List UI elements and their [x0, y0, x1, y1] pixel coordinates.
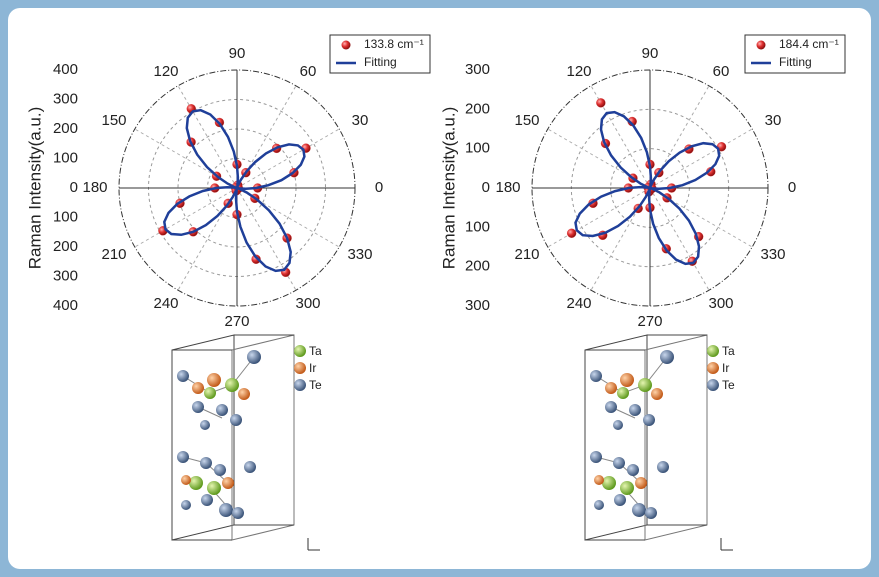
- angle-tick-label: 210: [515, 246, 540, 263]
- angle-tick-label: 270: [637, 313, 662, 330]
- angle-tick-label: 120: [566, 63, 591, 80]
- panel: [8, 8, 871, 569]
- data-point: [567, 229, 576, 238]
- angle-tick-label: 300: [708, 295, 733, 312]
- angle-tick-label: 240: [153, 295, 178, 312]
- r-tick-label: 200: [53, 238, 78, 255]
- angle-tick-label: 150: [102, 112, 127, 129]
- data-point: [596, 98, 605, 107]
- structure-legend-label: Te: [722, 378, 735, 392]
- legend-label: Fitting: [364, 55, 397, 69]
- angle-tick-label: 0: [788, 179, 796, 196]
- angle-tick-label: 330: [347, 246, 372, 263]
- r-tick-label: 300: [53, 267, 78, 284]
- angle-tick-label: 90: [642, 45, 659, 62]
- r-tick-label: 300: [465, 61, 490, 78]
- legend-label: 133.8 cm⁻¹: [364, 37, 424, 51]
- r-tick-label: 400: [53, 61, 78, 78]
- r-tick-label: 100: [53, 149, 78, 166]
- angle-tick-label: 0: [375, 179, 383, 196]
- structure-legend-label: Ir: [722, 361, 729, 375]
- angle-tick-label: 60: [300, 63, 317, 80]
- angle-tick-label: 30: [352, 112, 369, 129]
- legend-label: Fitting: [779, 55, 812, 69]
- legend-marker: [342, 41, 351, 50]
- r-tick-label: 400: [53, 297, 78, 314]
- angle-tick-label: 90: [229, 45, 246, 62]
- angle-tick-label: 180: [495, 179, 520, 196]
- angle-tick-label: 180: [82, 179, 107, 196]
- r-tick-label: 100: [465, 218, 490, 235]
- legend-label: 184.4 cm⁻¹: [779, 37, 839, 51]
- angle-tick-label: 270: [224, 313, 249, 330]
- r-tick-label: 0: [70, 179, 78, 196]
- angle-tick-label: 210: [102, 246, 127, 263]
- structure-legend-label: Ta: [722, 344, 735, 358]
- legend-marker: [757, 41, 766, 50]
- r-tick-label: 300: [53, 90, 78, 107]
- y-axis-title: Raman Intensity(a.u.): [25, 107, 44, 270]
- r-tick-label: 200: [465, 258, 490, 275]
- r-tick-label: 0: [482, 179, 490, 196]
- r-tick-label: 200: [53, 120, 78, 137]
- structure-legend-label: Ir: [309, 361, 316, 375]
- figure: TaIrTeTaIrTe0100100200200300300400400030…: [0, 0, 879, 577]
- angle-tick-label: 30: [765, 112, 782, 129]
- r-tick-label: 200: [465, 100, 490, 117]
- angle-tick-label: 150: [515, 112, 540, 129]
- structure-legend-label: Ta: [309, 344, 322, 358]
- r-tick-label: 100: [465, 140, 490, 157]
- structure-legend-label: Te: [309, 378, 322, 392]
- y-axis-title: Raman Intensity(a.u.): [439, 107, 458, 270]
- r-tick-label: 300: [465, 297, 490, 314]
- angle-tick-label: 240: [566, 295, 591, 312]
- angle-tick-label: 300: [295, 295, 320, 312]
- angle-tick-label: 60: [713, 63, 730, 80]
- angle-tick-label: 120: [153, 63, 178, 80]
- angle-tick-label: 330: [760, 246, 785, 263]
- r-tick-label: 100: [53, 208, 78, 225]
